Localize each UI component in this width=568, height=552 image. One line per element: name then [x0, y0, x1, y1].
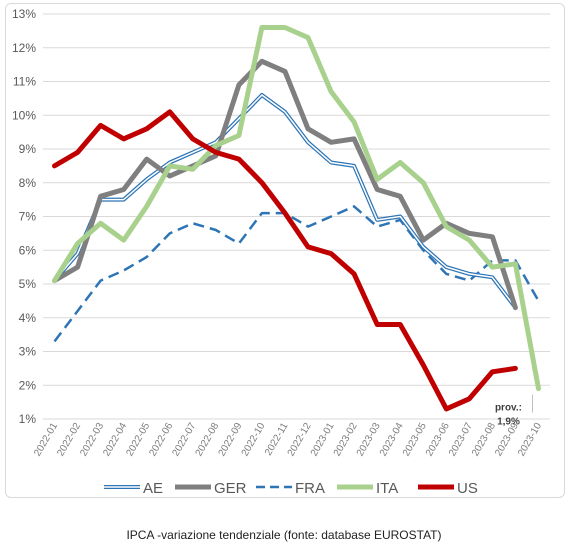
series-line [52, 25, 541, 392]
series-ae [52, 93, 517, 309]
legend-label: AE [143, 480, 163, 497]
y-tick-label: 6% [19, 243, 37, 257]
y-axis-ticks: 1% 2% 3% 4% 5% 6% 7% 8% 9% 10% 11% 12% 13% [12, 7, 36, 426]
legend-item-ae: AE [104, 480, 163, 497]
legend-item-us: US [418, 480, 478, 497]
legend-item-ger: GER [175, 480, 247, 497]
y-tick-label: 1% [19, 412, 37, 426]
y-tick-label: 11% [13, 75, 36, 89]
legend-label: FRA [295, 480, 325, 497]
y-tick-label: 12% [12, 41, 36, 55]
series-line [52, 109, 518, 412]
x-axis-ticks: 2022-012022-022022-032022-042022-052022-… [32, 421, 544, 459]
series-ita [52, 25, 541, 392]
series-line [52, 93, 517, 309]
annotation-prov-label: prov.: [495, 403, 522, 414]
legend-item-fra: FRA [256, 480, 325, 497]
chart-caption: IPCA -variazione tendenziale (fonte: dat… [126, 528, 442, 542]
series-line-inner [53, 94, 516, 309]
series-line [53, 205, 540, 343]
series-ger [52, 58, 518, 311]
annotations: prov.: 1,9% [495, 394, 533, 428]
annotation-ita-value: 1,9% [497, 417, 520, 428]
y-tick-label: 2% [19, 378, 37, 392]
legend: AE GER FRA ITA US [104, 480, 478, 497]
y-tick-label: 3% [19, 345, 37, 359]
y-tick-label: 10% [12, 108, 36, 122]
y-tick-label: 13% [12, 7, 36, 21]
y-tick-label: 4% [19, 311, 37, 325]
series-line [52, 58, 518, 311]
y-tick-label: 5% [19, 277, 37, 291]
legend-label: ITA [376, 480, 398, 497]
legend-label: US [457, 480, 478, 497]
y-tick-label: 9% [19, 142, 37, 156]
series-us [52, 109, 518, 412]
gridlines [43, 13, 550, 420]
legend-item-ita: ITA [337, 480, 398, 497]
series-fra [53, 205, 540, 343]
line-chart: 1% 2% 3% 4% 5% 6% 7% 8% 9% 10% 11% 12% 13% 2022-0120… [12, 7, 550, 497]
y-tick-label: 7% [19, 210, 37, 224]
legend-label: GER [214, 480, 247, 497]
y-tick-label: 8% [19, 176, 37, 190]
series-lines [52, 25, 541, 412]
